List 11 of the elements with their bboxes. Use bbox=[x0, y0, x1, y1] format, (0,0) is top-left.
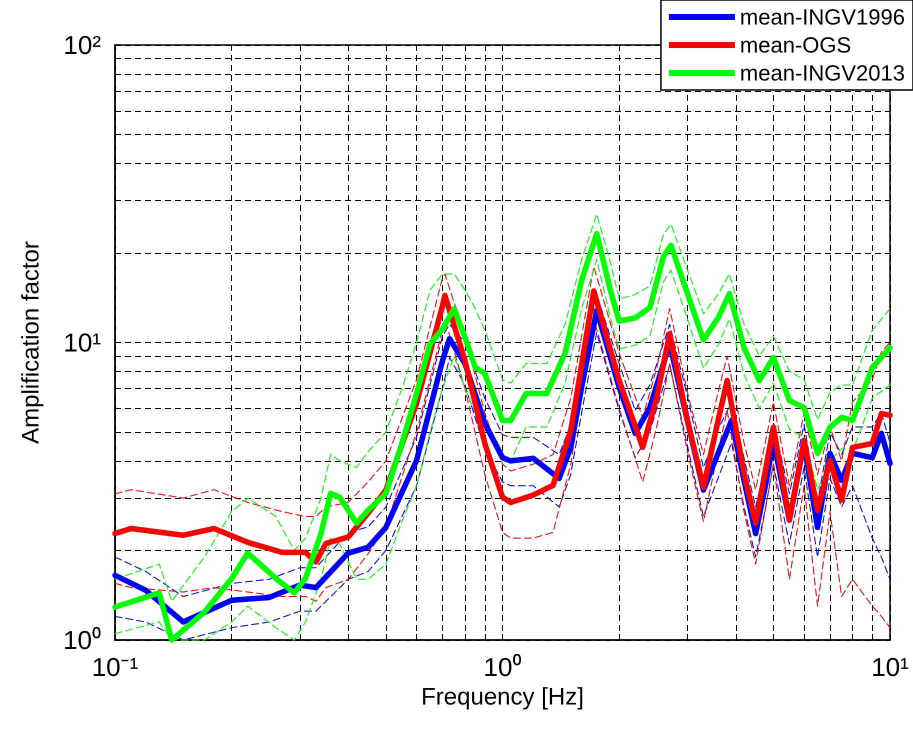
y-tick-label: 10² bbox=[63, 30, 102, 60]
y-axis-title: Amplification factor bbox=[18, 241, 44, 444]
y-tick-label: 10¹ bbox=[63, 328, 102, 358]
y-tick-label: 10⁰ bbox=[63, 625, 101, 655]
x-axis-title: Frequency [Hz] bbox=[421, 683, 584, 710]
legend-label: mean-INGV1996 bbox=[740, 4, 906, 30]
legend-label: mean-INGV2013 bbox=[740, 60, 906, 86]
x-tick-label: 10¹ bbox=[871, 652, 910, 682]
legend-label: mean-OGS bbox=[740, 32, 852, 58]
x-tick-label: 10⁰ bbox=[484, 652, 522, 682]
x-tick-label: 10⁻¹ bbox=[92, 652, 139, 682]
